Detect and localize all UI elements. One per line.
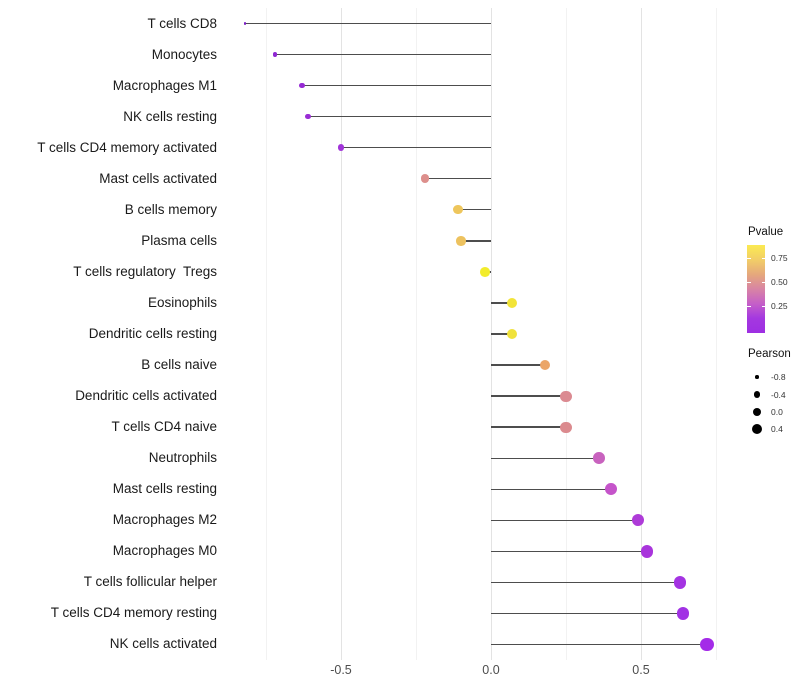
x-tick-label: -0.5 bbox=[330, 663, 352, 677]
category-label: Macrophages M2 bbox=[112, 512, 217, 528]
lollipop-point bbox=[299, 82, 305, 89]
category-label: Mast cells resting bbox=[112, 481, 217, 497]
lollipop-stem bbox=[491, 426, 566, 428]
category-label: Eosinophils bbox=[147, 294, 217, 310]
lollipop-point bbox=[593, 452, 605, 465]
lollipop-stem bbox=[491, 395, 566, 397]
lollipop-stem bbox=[245, 22, 491, 25]
lollipop-stem bbox=[425, 178, 491, 180]
legend-pearson-size-dot bbox=[755, 375, 759, 379]
legend-pvalue-title: Pvalue bbox=[748, 226, 784, 238]
lollipop-point bbox=[243, 22, 247, 25]
category-label: Macrophages M1 bbox=[112, 77, 217, 93]
lollipop-stem bbox=[308, 116, 491, 118]
pvalue-gradient-bar bbox=[747, 245, 765, 333]
legend-pvalue-tick-050: 0.50 bbox=[771, 277, 788, 287]
lollipop-stem bbox=[491, 364, 545, 366]
legend-pearson-size-dot bbox=[752, 407, 762, 417]
legend-pearson-title: Pearson bbox=[748, 348, 791, 360]
category-label: Plasma cells bbox=[141, 232, 217, 248]
lollipop-point bbox=[631, 514, 645, 527]
lollipop-point bbox=[480, 267, 490, 277]
legend-pearson-size-dot bbox=[752, 424, 762, 434]
lollipop-point bbox=[700, 637, 714, 652]
gridline-x-0.75 bbox=[716, 8, 717, 660]
lollipop-point bbox=[506, 297, 518, 309]
lollipop-point bbox=[456, 236, 466, 246]
gradient-tick bbox=[761, 281, 765, 283]
lollipop-stem bbox=[461, 240, 491, 242]
lollipop-stem bbox=[491, 612, 683, 615]
lollipop-point bbox=[506, 328, 518, 340]
legend-pearson-size-label: -0.4 bbox=[771, 389, 786, 400]
legend-pearson-size-label: -0.8 bbox=[771, 372, 786, 382]
gradient-tick bbox=[747, 281, 751, 283]
legend-pvalue-tick-075: 0.75 bbox=[771, 253, 788, 263]
legend-pearson-size-dot bbox=[753, 391, 761, 398]
lollipop-point bbox=[420, 174, 430, 184]
lollipop-point bbox=[605, 483, 617, 496]
category-label: Monocytes bbox=[151, 46, 217, 62]
lollipop-stem bbox=[458, 209, 491, 211]
lollipop-point bbox=[676, 606, 690, 620]
category-label: B cells naive bbox=[141, 357, 217, 373]
lollipop-stem bbox=[302, 84, 491, 87]
lollipop-stem bbox=[491, 302, 512, 304]
lollipop-stem bbox=[491, 333, 512, 335]
gradient-tick bbox=[747, 257, 751, 259]
category-label: T cells CD4 memory resting bbox=[50, 605, 217, 621]
category-label: NK cells activated bbox=[109, 636, 217, 652]
lollipop-stem bbox=[341, 147, 491, 149]
category-label: T cells CD8 bbox=[147, 15, 217, 31]
lollipop-point bbox=[560, 421, 572, 433]
lollipop-point bbox=[640, 545, 654, 558]
lollipop-point bbox=[337, 144, 345, 151]
lollipop-stem bbox=[491, 581, 680, 584]
lollipop-point bbox=[453, 205, 463, 215]
category-label: T cells regulatory Tregs bbox=[73, 263, 217, 279]
category-label: T cells CD4 naive bbox=[111, 419, 217, 435]
category-label: B cells memory bbox=[124, 201, 217, 217]
gridline-x--0.5 bbox=[341, 8, 342, 660]
gridline-x--0.25 bbox=[416, 8, 417, 660]
category-label: T cells CD4 memory activated bbox=[37, 139, 217, 155]
gradient-tick bbox=[761, 257, 765, 259]
x-tick-label: 0.5 bbox=[632, 663, 650, 677]
category-label: Dendritic cells activated bbox=[75, 388, 217, 404]
lollipop-stem bbox=[491, 519, 638, 521]
x-tick-label: 0.0 bbox=[482, 663, 500, 677]
category-label: Mast cells activated bbox=[99, 170, 217, 186]
legend-pearson-size-label: 0.4 bbox=[771, 424, 783, 434]
category-label: T cells follicular helper bbox=[83, 574, 217, 590]
lollipop-stem bbox=[275, 53, 491, 56]
category-label: Dendritic cells resting bbox=[88, 326, 217, 341]
legend-pvalue-tick-025: 0.25 bbox=[771, 301, 788, 311]
lollipop-point bbox=[673, 575, 687, 589]
lollipop-point bbox=[272, 52, 278, 57]
gridline-x-0.5 bbox=[641, 8, 642, 660]
category-label: Macrophages M0 bbox=[112, 543, 217, 559]
lollipop-point bbox=[539, 359, 551, 371]
lollipop-stem bbox=[491, 643, 707, 646]
gradient-tick bbox=[761, 305, 765, 307]
lollipop-point bbox=[560, 390, 572, 402]
gridline-x-0.25 bbox=[566, 8, 567, 660]
category-label: NK cells resting bbox=[123, 108, 217, 124]
lollipop-stem bbox=[491, 488, 611, 490]
category-label: Neutrophils bbox=[148, 450, 217, 466]
lollipop-point bbox=[305, 113, 311, 120]
lollipop-stem bbox=[491, 550, 647, 552]
legend-pearson-size-label: 0.0 bbox=[771, 407, 783, 417]
gridline-x--0.75 bbox=[266, 8, 267, 660]
lollipop-stem bbox=[491, 457, 599, 459]
gradient-tick bbox=[747, 305, 751, 307]
